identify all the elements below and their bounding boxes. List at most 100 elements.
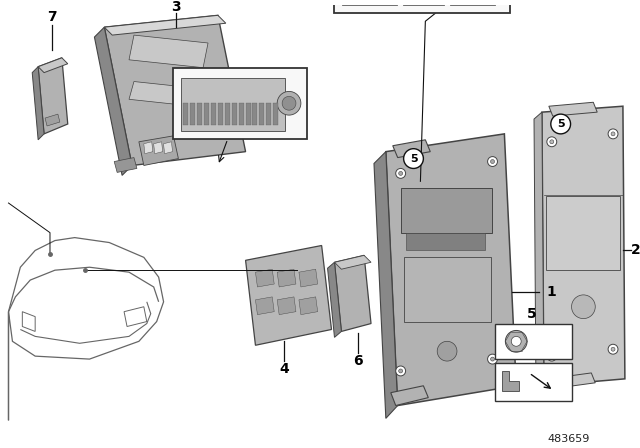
Polygon shape: [328, 262, 341, 337]
Circle shape: [511, 336, 521, 346]
Text: 2: 2: [631, 243, 640, 258]
Polygon shape: [393, 140, 430, 158]
Polygon shape: [38, 58, 68, 73]
Polygon shape: [277, 297, 296, 314]
Bar: [421, 0, 426, 1]
Circle shape: [396, 366, 406, 376]
Bar: [211, 103, 216, 125]
Circle shape: [490, 159, 495, 164]
Circle shape: [437, 341, 457, 361]
Text: 3: 3: [172, 0, 181, 14]
Polygon shape: [548, 373, 595, 389]
Bar: [239, 103, 244, 125]
Polygon shape: [335, 255, 371, 269]
Polygon shape: [129, 82, 208, 107]
Polygon shape: [277, 269, 296, 287]
Polygon shape: [104, 15, 246, 165]
Circle shape: [550, 354, 554, 358]
Polygon shape: [246, 246, 332, 345]
Polygon shape: [164, 142, 172, 154]
Bar: [377, 0, 382, 1]
Polygon shape: [45, 114, 60, 126]
Polygon shape: [386, 134, 516, 405]
Polygon shape: [374, 152, 397, 418]
Text: 7: 7: [47, 10, 57, 24]
Bar: [477, 0, 482, 1]
Circle shape: [551, 114, 571, 134]
Text: 5: 5: [527, 307, 537, 321]
Bar: [183, 103, 188, 125]
Polygon shape: [255, 297, 274, 314]
Bar: [385, 0, 390, 1]
Bar: [406, 0, 410, 1]
Bar: [232, 103, 237, 125]
Circle shape: [608, 129, 618, 139]
Circle shape: [611, 132, 615, 136]
Bar: [335, 0, 510, 13]
Polygon shape: [549, 102, 597, 116]
Bar: [218, 103, 223, 125]
Polygon shape: [114, 158, 137, 172]
Polygon shape: [95, 27, 132, 175]
Polygon shape: [129, 35, 208, 68]
Circle shape: [547, 351, 557, 361]
Circle shape: [488, 157, 497, 167]
Circle shape: [404, 149, 424, 168]
Text: 1: 1: [547, 285, 557, 299]
Circle shape: [506, 331, 527, 352]
Bar: [450, 0, 495, 5]
Bar: [225, 103, 230, 125]
Bar: [273, 103, 278, 125]
Polygon shape: [139, 136, 179, 165]
Polygon shape: [542, 106, 625, 386]
Bar: [173, 68, 307, 139]
Bar: [253, 103, 257, 125]
Circle shape: [399, 369, 403, 373]
Circle shape: [547, 137, 557, 146]
Bar: [346, 0, 350, 1]
Bar: [342, 0, 397, 5]
Bar: [546, 196, 620, 270]
Text: 4: 4: [279, 362, 289, 376]
Bar: [190, 103, 195, 125]
Circle shape: [282, 96, 296, 110]
Bar: [197, 103, 202, 125]
Bar: [181, 78, 285, 131]
Circle shape: [572, 295, 595, 319]
Bar: [259, 103, 264, 125]
Text: 483659: 483659: [547, 434, 590, 444]
Polygon shape: [104, 15, 226, 35]
Bar: [403, 0, 444, 5]
Bar: [495, 363, 572, 401]
Bar: [469, 0, 474, 1]
Polygon shape: [335, 255, 371, 332]
Polygon shape: [144, 142, 153, 154]
Text: 5: 5: [557, 119, 564, 129]
Bar: [266, 103, 271, 125]
Circle shape: [608, 344, 618, 354]
Polygon shape: [299, 269, 317, 287]
Circle shape: [399, 172, 403, 175]
Bar: [495, 323, 572, 359]
Bar: [404, 257, 490, 322]
Polygon shape: [299, 297, 317, 314]
Polygon shape: [502, 371, 519, 391]
Bar: [204, 103, 209, 125]
Circle shape: [490, 357, 495, 361]
Polygon shape: [255, 269, 274, 287]
Circle shape: [488, 354, 497, 364]
Bar: [246, 103, 250, 125]
Polygon shape: [534, 112, 544, 393]
Bar: [361, 0, 366, 1]
Text: 5: 5: [410, 154, 417, 164]
Bar: [413, 0, 419, 1]
Polygon shape: [32, 67, 44, 140]
Circle shape: [611, 347, 615, 351]
Bar: [484, 0, 490, 1]
Polygon shape: [391, 386, 428, 405]
Bar: [406, 233, 484, 250]
Bar: [369, 0, 374, 1]
Polygon shape: [38, 58, 68, 134]
Polygon shape: [154, 142, 163, 154]
Bar: [353, 0, 358, 1]
